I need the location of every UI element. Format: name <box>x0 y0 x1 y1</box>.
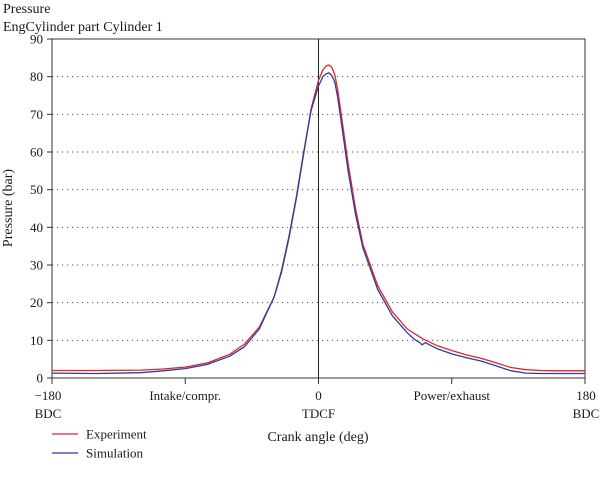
x-tick-label: Power/exhaust <box>413 388 490 403</box>
y-tick-label: 40 <box>30 220 43 235</box>
x-tick-sublabel: TDCF <box>302 406 335 421</box>
y-axis-label: Pressure (bar) <box>1 169 16 247</box>
y-axis-ticks: 0 10 20 30 40 50 60 70 80 90 <box>30 32 52 386</box>
x-tick-sublabel: BDC <box>573 406 600 421</box>
legend-label: Experiment <box>86 427 147 442</box>
series-line-simulation <box>51 72 585 375</box>
x-tick-sublabel: BDC <box>35 406 62 421</box>
y-tick-label: 0 <box>37 371 44 386</box>
x-axis-ticks: −180 BDC Intake/compr. 0 TDCF Power/exhaust 18… <box>35 378 600 421</box>
legend: Experiment Simulation <box>52 427 147 461</box>
y-tick-label: 60 <box>30 145 43 160</box>
x-tick-label: 180 <box>576 388 596 403</box>
chart-title: Pressure <box>3 2 50 17</box>
x-tick-label: Intake/compr. <box>149 388 221 403</box>
series-lines <box>51 64 585 375</box>
y-tick-label: 80 <box>30 69 43 84</box>
x-tick-label: 0 <box>315 388 322 403</box>
y-tick-label: 30 <box>30 258 43 273</box>
series-line-experiment <box>52 64 585 372</box>
y-tick-label: 20 <box>30 295 43 310</box>
y-tick-label: 50 <box>30 182 43 197</box>
y-tick-label: 10 <box>30 333 43 348</box>
chart-subtitle: EngCylinder part Cylinder 1 <box>3 20 163 35</box>
x-tick-label: −180 <box>35 388 62 403</box>
legend-label: Simulation <box>86 446 144 461</box>
y-tick-label: 90 <box>30 32 43 47</box>
x-axis-label: Crank angle (deg) <box>267 430 368 445</box>
y-tick-label: 70 <box>30 107 43 122</box>
